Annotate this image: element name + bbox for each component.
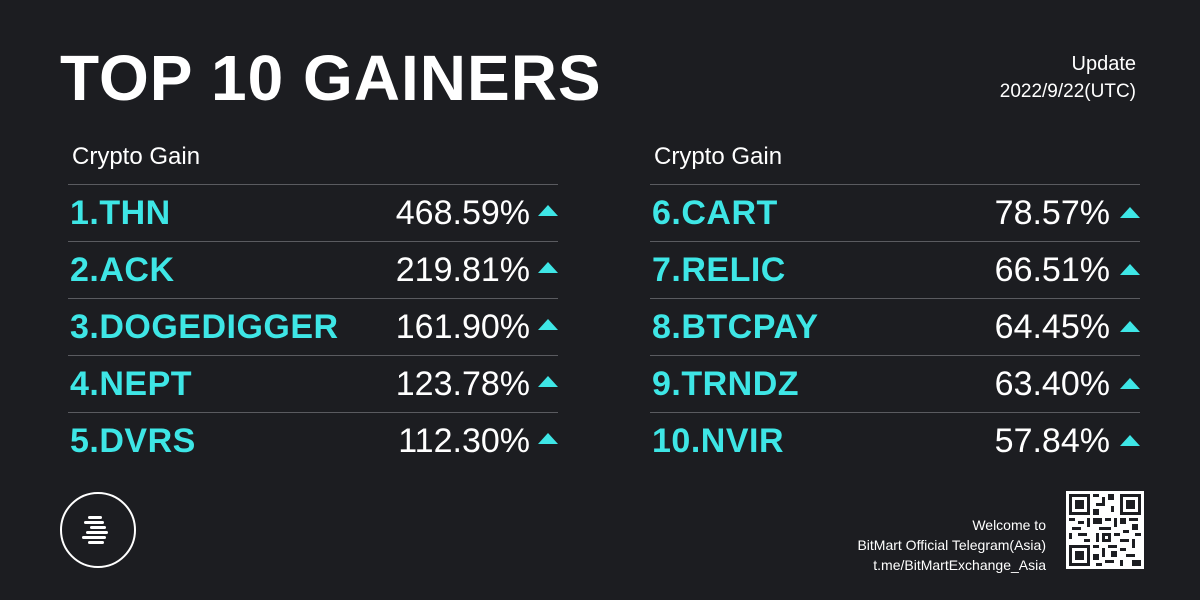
table-row: 6.CART 78.57% — [650, 184, 1140, 241]
triangle-up-icon — [1120, 207, 1140, 218]
bitmart-logo-icon — [60, 492, 136, 568]
table-row: 5.DVRS 112.30% — [68, 412, 558, 469]
update-date: 2022/9/22(UTC) — [999, 81, 1136, 102]
footer-link[interactable]: t.me/BitMartExchange_Asia — [873, 557, 1046, 573]
triangle-up-icon — [1120, 321, 1140, 332]
update-info: Update 2022/9/22(UTC) — [1000, 50, 1136, 106]
crypto-name: 5.DVRS — [70, 421, 196, 460]
triangle-up-icon — [1120, 264, 1140, 275]
qr-code-icon — [1066, 491, 1144, 569]
crypto-name: 1.THN — [70, 193, 171, 232]
table-row: 3.DOGEDIGGER 161.90% — [68, 298, 558, 355]
crypto-gain: 78.57% — [994, 193, 1110, 232]
crypto-name: 10.NVIR — [652, 421, 784, 460]
crypto-name: 2.ACK — [70, 250, 175, 289]
crypto-name: 8.BTCPAY — [652, 307, 819, 346]
table-row: 4.NEPT 123.78% — [68, 355, 558, 412]
crypto-gain: 219.81% — [395, 250, 530, 289]
crypto-name: 6.CART — [652, 193, 778, 232]
table-row: 9.TRNDZ 63.40% — [650, 355, 1140, 412]
crypto-name: 4.NEPT — [70, 364, 193, 403]
gainers-column-right: Crypto Gain 6.CART 78.57% 7.RELIC 66.51%… — [650, 140, 1140, 469]
gainers-column-left: Crypto Gain 1.THN 468.59% 2.ACK 219.81% … — [68, 140, 558, 469]
crypto-gain: 123.78% — [395, 364, 530, 403]
crypto-name: 9.TRNDZ — [652, 364, 800, 403]
crypto-name: 3.DOGEDIGGER — [70, 307, 339, 346]
triangle-up-icon — [538, 205, 558, 216]
triangle-up-icon — [538, 433, 558, 444]
footer-telegram-info: Welcome to BitMart Official Telegram(Asi… — [857, 515, 1046, 575]
crypto-name: 7.RELIC — [652, 250, 786, 289]
crypto-gain: 63.40% — [994, 364, 1110, 403]
column-header: Crypto Gain — [654, 143, 783, 170]
page-title: TOP 10 GAINERS — [60, 42, 602, 114]
crypto-gain: 57.84% — [994, 421, 1110, 460]
triangle-up-icon — [538, 262, 558, 273]
table-row: 1.THN 468.59% — [68, 184, 558, 241]
triangle-up-icon — [1120, 378, 1140, 389]
table-row: 7.RELIC 66.51% — [650, 241, 1140, 298]
triangle-up-icon — [538, 376, 558, 387]
footer-line: Welcome to — [972, 517, 1046, 533]
crypto-gain: 468.59% — [395, 193, 530, 232]
crypto-gain: 112.30% — [398, 421, 530, 460]
footer-line: BitMart Official Telegram(Asia) — [857, 537, 1046, 553]
table-row: 2.ACK 219.81% — [68, 241, 558, 298]
column-header: Crypto Gain — [72, 143, 201, 170]
triangle-up-icon — [538, 319, 558, 330]
crypto-gain: 66.51% — [994, 250, 1110, 289]
table-row: 10.NVIR 57.84% — [650, 412, 1140, 469]
triangle-up-icon — [1120, 435, 1140, 446]
update-label: Update — [1071, 53, 1137, 75]
crypto-gain: 161.90% — [395, 307, 530, 346]
table-row: 8.BTCPAY 64.45% — [650, 298, 1140, 355]
crypto-gain: 64.45% — [994, 307, 1110, 346]
